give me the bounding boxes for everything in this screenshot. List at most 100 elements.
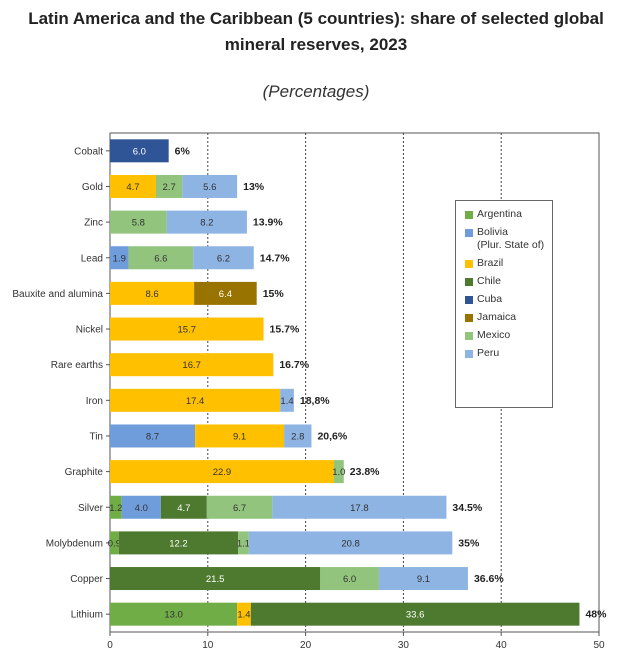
total-label-lead: 14.7% bbox=[260, 252, 290, 264]
bar-copper-peru bbox=[378, 567, 468, 591]
total-label-cobalt: 6% bbox=[175, 145, 191, 157]
legend-label-bolivia: Bolivia (Plur. State of) bbox=[477, 226, 545, 251]
category-label-molybdenum: Molybdenum bbox=[46, 538, 103, 549]
category-label-iron: Iron bbox=[86, 396, 103, 407]
data-label-molybdenum-mexico: 1.1 bbox=[237, 538, 250, 549]
bar-tin-brazil bbox=[195, 424, 285, 448]
bar-cobalt-cuba bbox=[110, 139, 169, 163]
category-label-tin: Tin bbox=[89, 431, 103, 442]
category-label-gold: Gold bbox=[82, 182, 103, 193]
bar-silver-chile bbox=[160, 495, 207, 519]
data-label-lithium-argentina: 13.0 bbox=[164, 610, 183, 621]
bar-zinc-peru bbox=[166, 210, 247, 234]
bar-gold-peru bbox=[182, 174, 238, 198]
bar-copper-chile bbox=[110, 567, 321, 591]
chart-title-line-2: mineral reserves, 2023 bbox=[224, 35, 408, 54]
total-label-iron: 18,8% bbox=[300, 395, 330, 407]
bar-lithium-argentina bbox=[110, 602, 238, 626]
legend-item-bolivia: Bolivia (Plur. State of) bbox=[456, 226, 552, 252]
bar-silver-bolivia bbox=[121, 495, 161, 519]
data-label-copper-chile: 21.5 bbox=[206, 574, 225, 585]
category-label-nickel: Nickel bbox=[76, 325, 103, 336]
x-tick-label-10: 10 bbox=[202, 640, 214, 651]
data-label-tin-peru: 2.8 bbox=[291, 431, 304, 442]
legend-label-jamaica: Jamaica bbox=[477, 311, 517, 323]
bar-molybdenum-peru bbox=[248, 531, 453, 555]
legend-item-chile: Chile bbox=[456, 275, 552, 288]
data-label-iron-peru: 1.4 bbox=[280, 396, 293, 407]
category-label-zinc: Zinc bbox=[84, 218, 103, 229]
bar-lithium-brazil bbox=[237, 602, 251, 626]
data-label-copper-peru: 9.1 bbox=[417, 574, 430, 585]
legend-swatch-peru bbox=[465, 350, 473, 358]
bar-iron-brazil bbox=[110, 388, 281, 412]
legend-label-mexico: Mexico bbox=[477, 329, 511, 341]
legend-item-mexico: Mexico bbox=[456, 329, 552, 342]
bar-graphite-brazil bbox=[110, 460, 334, 484]
category-label-bauxite-and-alumina: Bauxite and alumina bbox=[12, 289, 103, 300]
bar-nickel-brazil bbox=[110, 317, 264, 341]
total-label-lithium: 48% bbox=[585, 609, 607, 621]
chart-legend: Argentina Bolivia (Plur. State of) Brazi… bbox=[455, 200, 553, 408]
legend-item-cuba: Cuba bbox=[456, 293, 552, 306]
legend-label-chile: Chile bbox=[477, 275, 501, 287]
bar-rare-earths-brazil bbox=[110, 353, 274, 377]
bar-tin-bolivia bbox=[110, 424, 196, 448]
category-label-copper: Copper bbox=[70, 574, 103, 585]
category-label-graphite: Graphite bbox=[65, 467, 104, 478]
data-label-bauxite-and-alumina-jamaica: 6.4 bbox=[219, 289, 232, 300]
data-label-nickel-brazil: 15.7 bbox=[178, 325, 197, 336]
category-label-lithium: Lithium bbox=[71, 610, 103, 621]
legend-label-argentina: Argentina bbox=[477, 208, 522, 220]
bar-iron-peru bbox=[280, 388, 294, 412]
data-label-graphite-mexico: 1.0 bbox=[332, 467, 345, 478]
bar-lithium-chile bbox=[250, 602, 580, 626]
data-label-zinc-peru: 8.2 bbox=[200, 218, 213, 229]
data-label-silver-argentina: 1.2 bbox=[109, 503, 122, 514]
legend-swatch-argentina bbox=[465, 211, 473, 219]
data-label-silver-mexico: 6.7 bbox=[233, 503, 246, 514]
data-label-molybdenum-argentina: 0.9 bbox=[108, 538, 121, 549]
data-label-molybdenum-chile: 12.2 bbox=[169, 538, 188, 549]
bar-gold-mexico bbox=[155, 174, 183, 198]
chart-title: Latin America and the Caribbean (5 count… bbox=[0, 6, 632, 58]
chart-subtitle: (Percentages) bbox=[262, 82, 370, 101]
legend-item-argentina: Argentina bbox=[456, 208, 552, 221]
data-label-zinc-mexico: 5.8 bbox=[132, 218, 145, 229]
data-label-gold-mexico: 2.7 bbox=[163, 182, 176, 193]
legend-label-peru: Peru bbox=[477, 347, 500, 359]
data-label-lithium-brazil: 1.4 bbox=[237, 610, 250, 621]
x-tick-label-20: 20 bbox=[300, 640, 312, 651]
bar-molybdenum-mexico bbox=[238, 531, 249, 555]
category-label-rare-earths: Rare earths bbox=[51, 360, 103, 371]
x-tick-label-0: 0 bbox=[107, 640, 113, 651]
bar-silver-mexico bbox=[206, 495, 273, 519]
legend-label-brazil: Brazil bbox=[477, 257, 504, 269]
bar-zinc-mexico bbox=[110, 210, 167, 234]
legend-swatch-mexico bbox=[465, 332, 473, 340]
data-label-tin-bolivia: 8.7 bbox=[146, 431, 159, 442]
bar-lead-bolivia bbox=[110, 246, 129, 270]
data-label-gold-brazil: 4.7 bbox=[126, 182, 139, 193]
data-label-bauxite-and-alumina-brazil: 8.6 bbox=[145, 289, 158, 300]
total-label-graphite: 23.8% bbox=[350, 466, 380, 478]
x-tick-label-40: 40 bbox=[496, 640, 508, 651]
data-label-lead-mexico: 6.6 bbox=[154, 253, 167, 264]
bar-gold-brazil bbox=[110, 174, 156, 198]
total-label-rare-earths: 16.7% bbox=[279, 359, 309, 371]
total-label-zinc: 13.9% bbox=[253, 217, 283, 229]
total-label-silver: 34.5% bbox=[452, 502, 482, 514]
total-label-gold: 13% bbox=[243, 181, 265, 193]
data-label-gold-peru: 5.6 bbox=[203, 182, 216, 193]
data-label-tin-brazil: 9.1 bbox=[233, 431, 246, 442]
data-label-cobalt-cuba: 6.0 bbox=[133, 146, 146, 157]
data-label-silver-chile: 4.7 bbox=[177, 503, 190, 514]
bar-lead-mexico bbox=[128, 246, 194, 270]
x-tick-label-50: 50 bbox=[593, 640, 605, 651]
total-label-nickel: 15.7% bbox=[270, 324, 300, 336]
data-label-lithium-chile: 33.6 bbox=[406, 610, 425, 621]
legend-swatch-bolivia bbox=[465, 229, 473, 237]
legend-label-cuba: Cuba bbox=[477, 293, 503, 305]
data-label-lead-bolivia: 1.9 bbox=[113, 253, 126, 264]
